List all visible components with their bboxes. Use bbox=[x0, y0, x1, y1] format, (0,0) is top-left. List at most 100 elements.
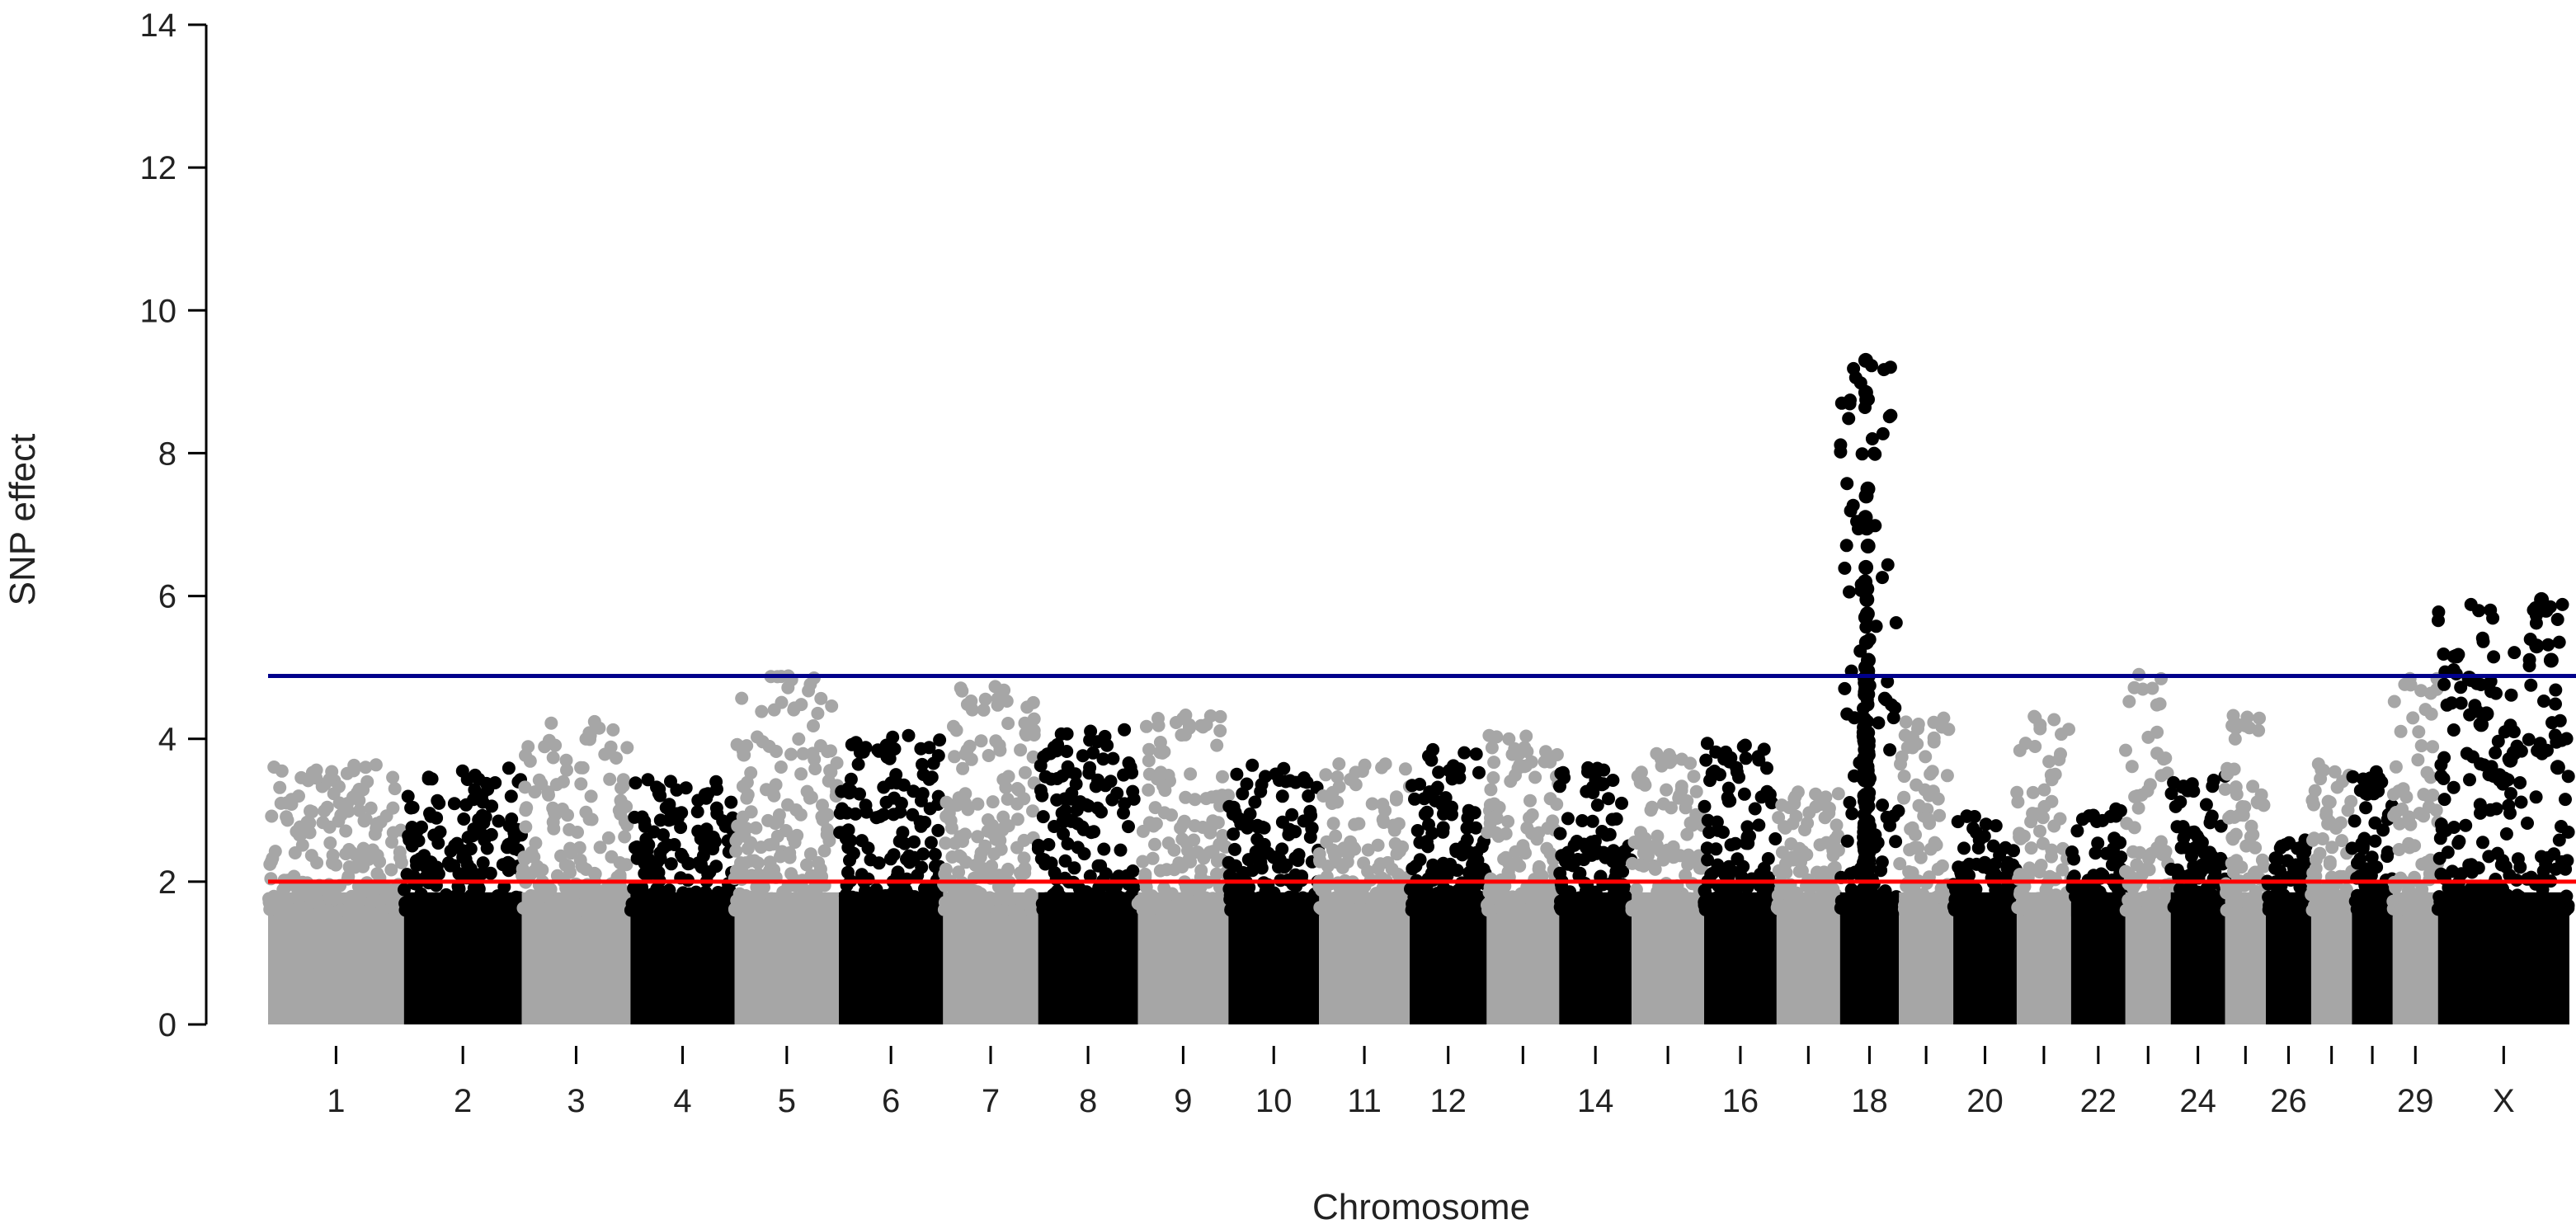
snp-point bbox=[1227, 827, 1241, 841]
snp-point bbox=[817, 844, 831, 858]
snp-point bbox=[323, 836, 337, 850]
snp-point bbox=[1485, 741, 1499, 755]
snp-point bbox=[2463, 903, 2477, 917]
snp-point bbox=[1375, 760, 1389, 775]
snp-point bbox=[1469, 747, 1483, 761]
snp-point bbox=[2133, 845, 2147, 859]
snp-point bbox=[2203, 845, 2216, 859]
snp-point bbox=[2490, 846, 2504, 860]
snp-point bbox=[1074, 886, 1088, 899]
snp-point bbox=[899, 883, 913, 897]
snp-point bbox=[1858, 688, 1872, 702]
snp-point bbox=[1680, 827, 1694, 841]
snp-point bbox=[821, 822, 834, 836]
snp-point bbox=[549, 738, 563, 752]
snp-point bbox=[924, 836, 938, 850]
chromosome-14-points bbox=[1553, 760, 1638, 1024]
snp-point bbox=[1948, 902, 1962, 916]
snp-point bbox=[1656, 853, 1670, 867]
snp-point bbox=[2251, 898, 2264, 911]
snp-point bbox=[1153, 746, 1167, 760]
snp-point bbox=[1502, 732, 1516, 746]
snp-point bbox=[2561, 770, 2575, 784]
snp-point bbox=[639, 847, 653, 861]
snp-point bbox=[1865, 432, 1879, 445]
snp-point bbox=[869, 883, 883, 897]
snp-point bbox=[2026, 892, 2039, 906]
snp-point bbox=[2136, 682, 2150, 696]
snp-point bbox=[885, 898, 898, 912]
snp-point bbox=[1337, 841, 1351, 855]
snp-point bbox=[2394, 724, 2408, 738]
snp-point bbox=[954, 830, 968, 844]
snp-point bbox=[1472, 890, 1486, 904]
snp-point bbox=[2339, 883, 2353, 897]
snp-point bbox=[1076, 749, 1090, 763]
x-tick-label: X bbox=[2493, 1083, 2515, 1119]
chromosome-17-points bbox=[1770, 785, 1846, 1024]
snp-point bbox=[2047, 713, 2061, 727]
chromosome-3-points bbox=[515, 714, 638, 1024]
snp-point bbox=[1061, 837, 1075, 850]
top-hit-point bbox=[2461, 671, 2477, 686]
snp-point bbox=[375, 903, 389, 917]
snp-point bbox=[1760, 761, 1773, 775]
snp-point bbox=[505, 812, 519, 826]
snp-point bbox=[464, 842, 478, 856]
snp-point bbox=[2164, 787, 2178, 800]
snp-point bbox=[273, 780, 287, 794]
snp-point bbox=[700, 903, 714, 917]
snp-point bbox=[1787, 888, 1801, 902]
snp-point bbox=[2496, 777, 2510, 791]
snp-point bbox=[563, 841, 577, 855]
snp-point bbox=[2094, 867, 2108, 881]
snp-point bbox=[1919, 750, 1933, 764]
snp-point bbox=[2426, 789, 2440, 802]
snp-point bbox=[1689, 784, 1703, 798]
snp-point bbox=[1897, 791, 1910, 805]
snp-point bbox=[1966, 822, 1980, 836]
snp-point bbox=[1421, 840, 1434, 854]
snp-point bbox=[1519, 729, 1533, 743]
snp-point bbox=[1883, 743, 1897, 757]
snp-point bbox=[1167, 843, 1181, 857]
snp-point bbox=[781, 798, 794, 812]
snp-point bbox=[2484, 898, 2498, 912]
snp-point bbox=[2045, 794, 2059, 808]
snp-point bbox=[2361, 788, 2374, 801]
snp-point bbox=[2094, 903, 2108, 917]
snp-point bbox=[2184, 888, 2198, 902]
snp-point bbox=[1612, 852, 1626, 866]
snp-point bbox=[1425, 753, 1439, 767]
snp-point bbox=[2127, 821, 2141, 835]
snp-point bbox=[978, 839, 992, 853]
snp-point bbox=[1909, 828, 1922, 841]
snp-point bbox=[1038, 892, 1053, 906]
snp-point bbox=[1453, 770, 1467, 784]
snp-point bbox=[521, 740, 535, 754]
snp-point bbox=[394, 856, 408, 869]
y-tick-label: 4 bbox=[158, 722, 177, 758]
chromosome-9-points bbox=[1131, 709, 1236, 1024]
snp-point bbox=[1823, 900, 1837, 914]
snp-point bbox=[1012, 783, 1026, 797]
snp-point bbox=[1014, 866, 1027, 880]
snp-point bbox=[1486, 771, 1500, 784]
snp-point bbox=[1725, 864, 1739, 878]
snp-point bbox=[1436, 821, 1450, 835]
snp-point bbox=[2472, 604, 2486, 618]
snp-point bbox=[916, 757, 929, 771]
snp-point bbox=[2325, 841, 2339, 855]
snp-point bbox=[2560, 732, 2574, 746]
snp-point bbox=[1378, 803, 1392, 817]
snp-point bbox=[1062, 765, 1076, 779]
snp-point bbox=[2423, 770, 2437, 784]
snp-point bbox=[1246, 758, 1260, 772]
snp-point bbox=[1719, 745, 1733, 759]
snp-point bbox=[2220, 886, 2233, 900]
snp-point bbox=[1001, 864, 1015, 878]
snp-point bbox=[386, 770, 400, 784]
snp-point bbox=[939, 836, 953, 850]
snp-point bbox=[662, 903, 676, 917]
snp-point bbox=[1142, 754, 1156, 768]
